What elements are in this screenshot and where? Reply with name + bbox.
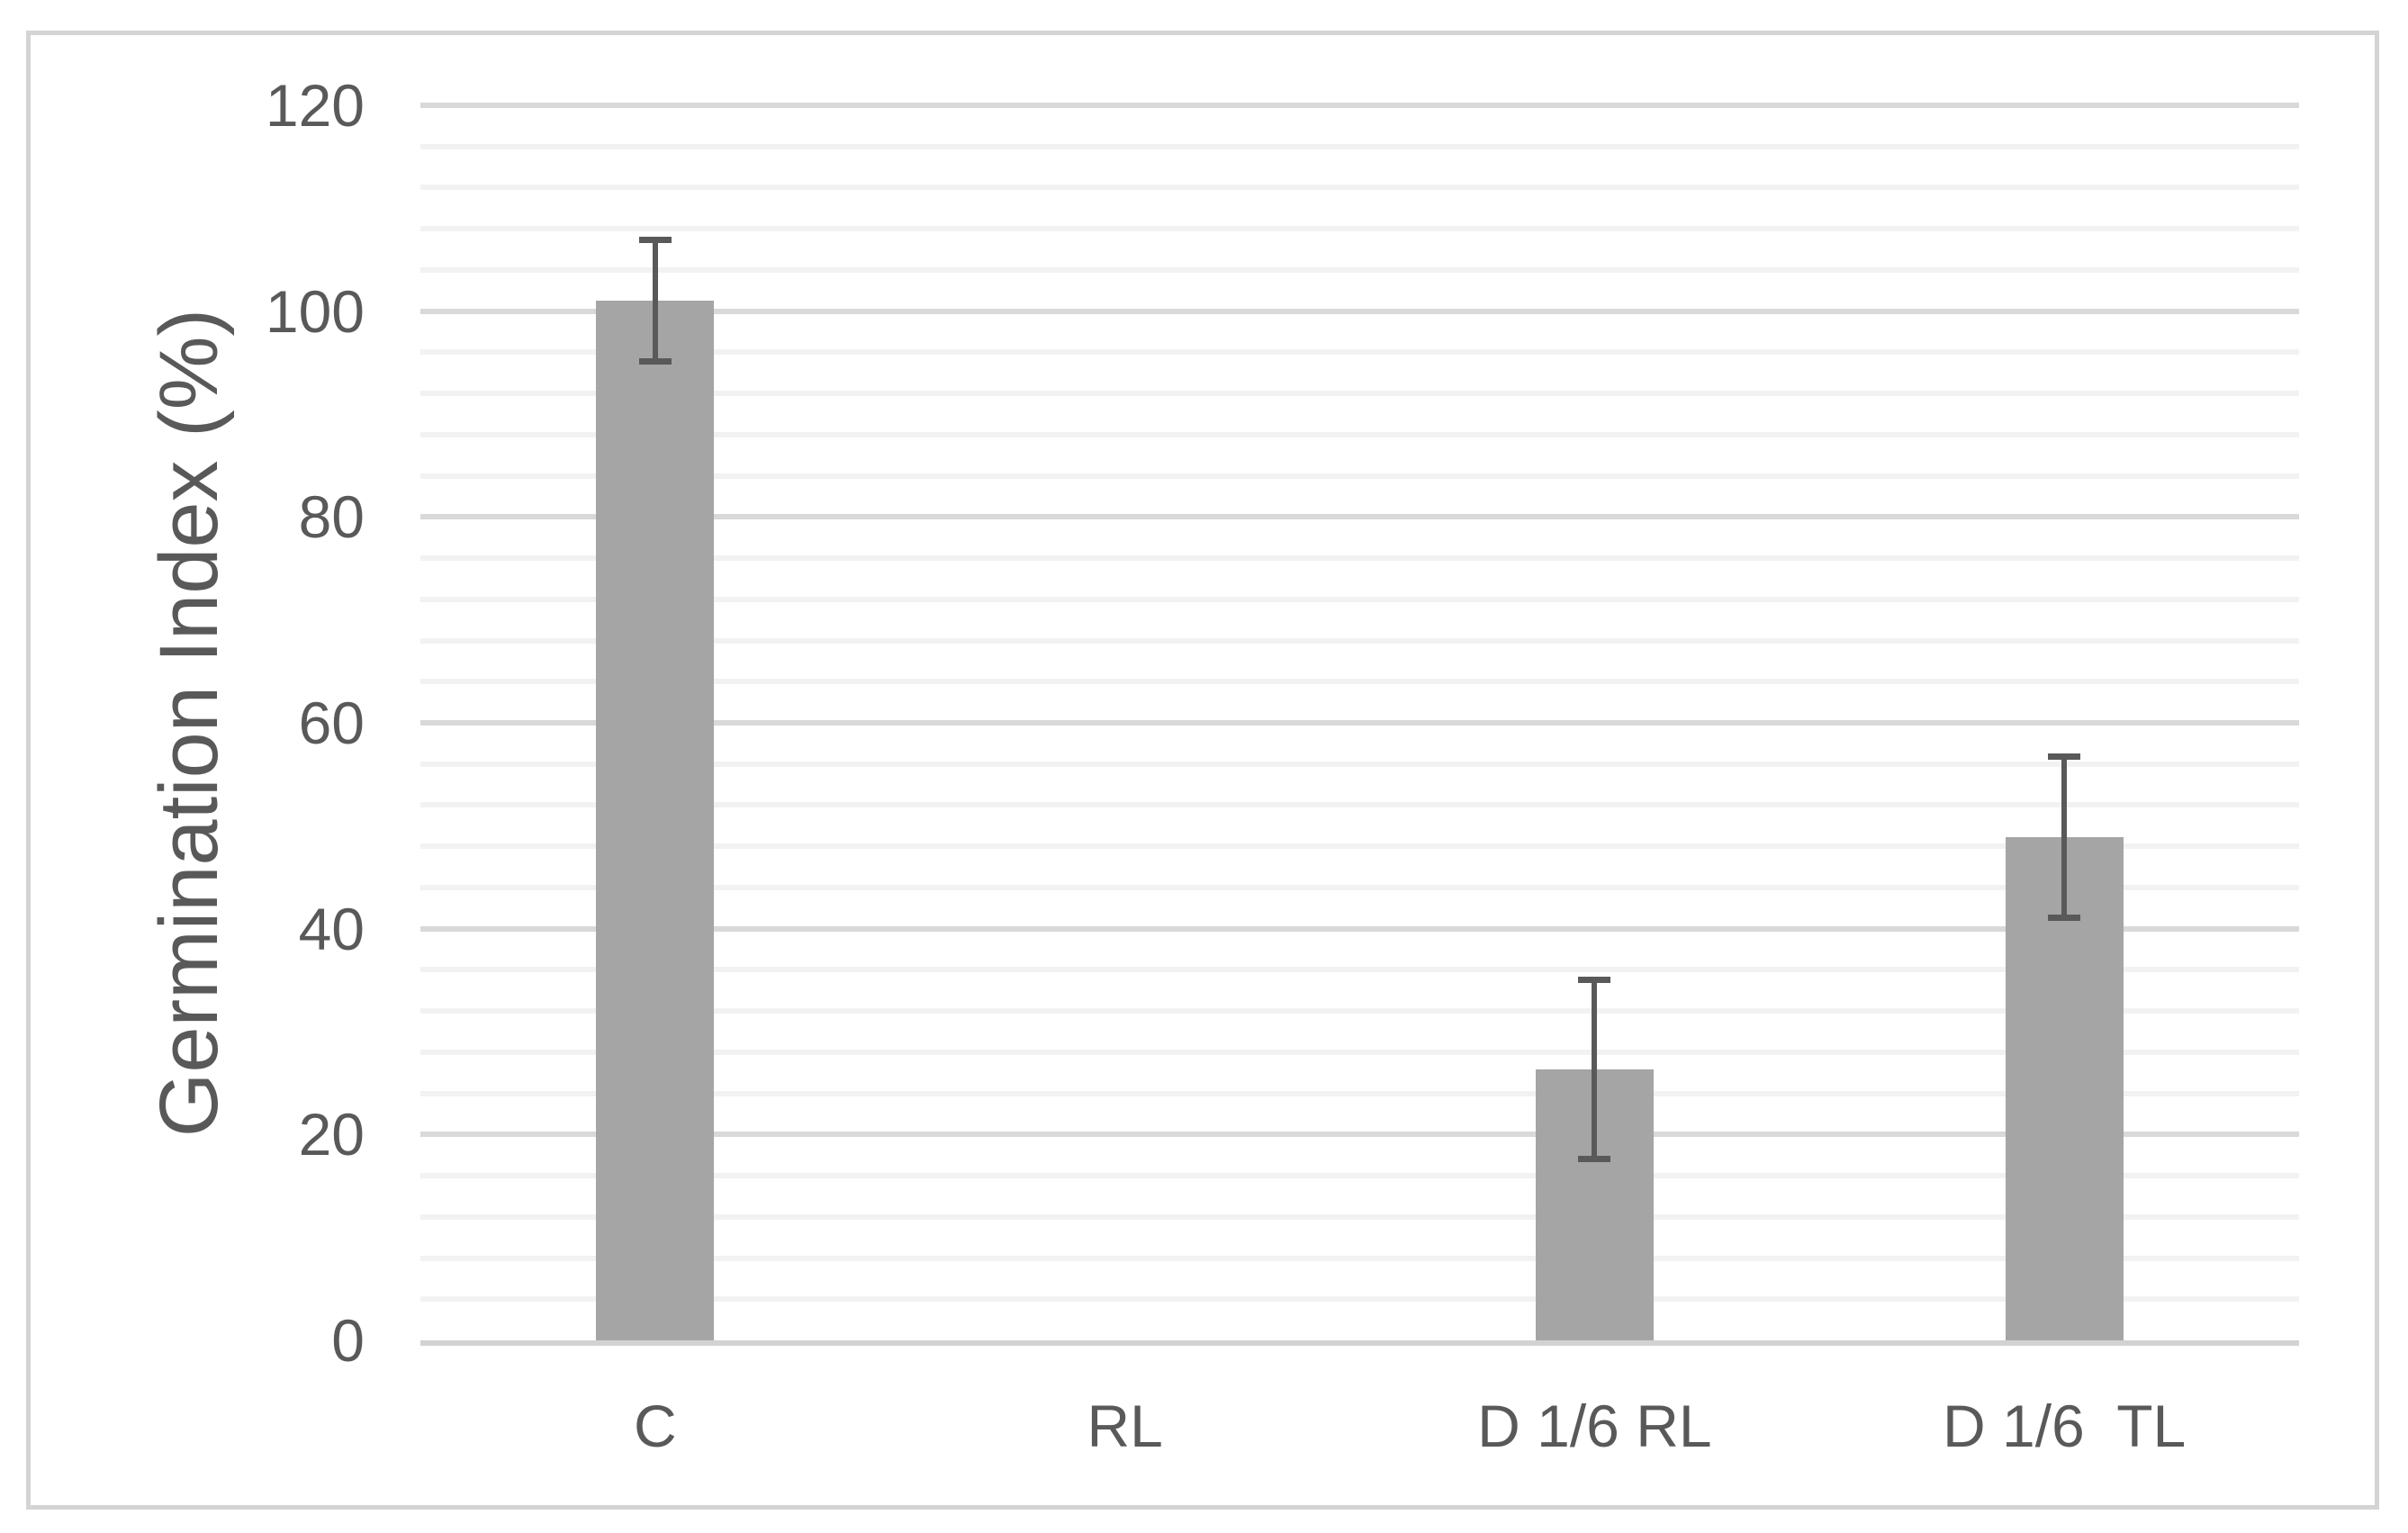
gridline-major [420, 103, 2299, 108]
gridline-minor [420, 884, 2299, 890]
gridline-minor [420, 226, 2299, 232]
gridline-minor [420, 596, 2299, 602]
gridline-minor [420, 802, 2299, 808]
y-tick-label: 120 [265, 72, 365, 139]
gridline-minor [420, 1296, 2299, 1303]
gridline-major [420, 514, 2299, 520]
error-bar-bottom-cap [638, 358, 672, 365]
gridline-minor [420, 266, 2299, 273]
x-category-label: D 1/6 TL [1942, 1393, 2187, 1459]
gridline-minor [420, 637, 2299, 644]
gridline-major [420, 925, 2299, 932]
gridline-minor [420, 967, 2299, 973]
gridline-minor [420, 1090, 2299, 1096]
y-tick-label: 60 [298, 690, 365, 756]
error-bar-line [652, 239, 658, 362]
x-category-label: D 1/6 RL [1477, 1393, 1712, 1459]
error-bar-top-cap [638, 237, 672, 244]
gridline-minor [420, 761, 2299, 767]
error-bar-top-cap [1578, 977, 1611, 984]
error-bar-top-cap [2048, 753, 2081, 761]
error-bar-bottom-cap [1578, 1156, 1611, 1163]
error-bar-line [2061, 756, 2068, 918]
plot-area [420, 103, 2299, 1346]
y-tick-label: 20 [298, 1101, 365, 1168]
gridline-minor [420, 1255, 2299, 1261]
gridline-minor [420, 1049, 2299, 1055]
gridline-major [420, 720, 2299, 726]
error-bar-bottom-cap [2048, 914, 2081, 921]
gridline-minor [420, 679, 2299, 685]
bar [596, 301, 715, 1340]
y-tick-label: 40 [298, 895, 365, 962]
gridline-minor [420, 391, 2299, 397]
y-tick-label: 100 [265, 277, 365, 345]
gridline-minor [420, 349, 2299, 356]
gridline-minor [420, 473, 2299, 479]
error-bar-line [1592, 979, 1598, 1159]
gridline-minor [420, 431, 2299, 437]
gridline-minor [420, 843, 2299, 850]
gridline-minor [420, 1008, 2299, 1014]
gridline-minor [420, 1173, 2299, 1179]
gridline-minor [420, 185, 2299, 191]
bar [2005, 836, 2124, 1340]
gridline-minor [420, 143, 2299, 149]
y-tick-label: 80 [298, 483, 365, 551]
x-axis-line [420, 1340, 2299, 1346]
gridline-major [420, 1132, 2299, 1138]
gridline-minor [420, 555, 2299, 562]
gridline-major [420, 308, 2299, 314]
chart-frame [26, 31, 2379, 1510]
x-category-label: RL [1087, 1393, 1163, 1459]
x-category-label: C [634, 1393, 677, 1459]
y-tick-label: 0 [331, 1307, 365, 1374]
gridline-minor [420, 1213, 2299, 1220]
